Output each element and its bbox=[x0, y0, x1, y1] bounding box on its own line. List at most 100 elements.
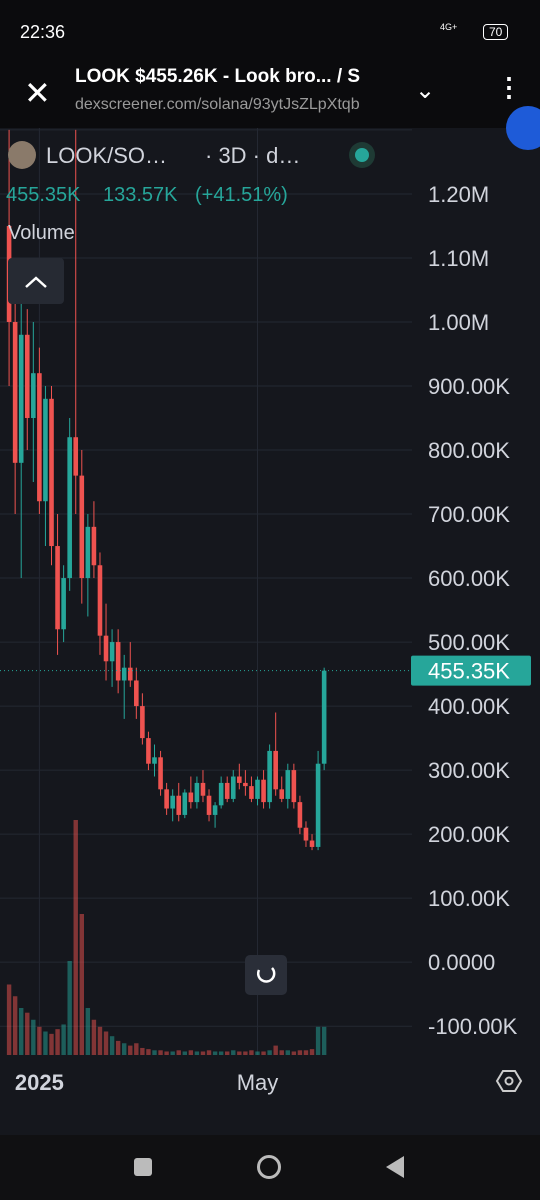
volume-label: Volume bbox=[8, 222, 75, 244]
candle-body bbox=[249, 786, 254, 799]
candle-body bbox=[243, 782, 248, 787]
y-tick-label: 1.00M bbox=[428, 310, 489, 335]
volume-bar bbox=[158, 1050, 163, 1055]
candle-body bbox=[61, 578, 66, 630]
y-tick-label: 600.00K bbox=[428, 566, 510, 591]
volume-bar bbox=[37, 1026, 42, 1055]
volume-bar bbox=[279, 1050, 284, 1055]
last-price-label: 455.35K bbox=[428, 659, 510, 684]
volume-bar bbox=[249, 1050, 254, 1055]
menu[interactable]: ⋮ bbox=[496, 72, 522, 102]
chart: 1.20M 1.10M 1.00M 900.00K 800.00K 700.00K 600.… bbox=[0, 106, 540, 1095]
candle-body bbox=[176, 795, 182, 815]
volume-bar bbox=[85, 1008, 91, 1055]
y-tick-label: 900.00K bbox=[428, 374, 510, 399]
settings-icon bbox=[504, 1076, 514, 1086]
x-tick-label: May bbox=[237, 1070, 279, 1095]
candle-body bbox=[91, 526, 97, 566]
y-tick-label: 700.00K bbox=[428, 502, 510, 527]
candle-body bbox=[170, 795, 175, 809]
legend-change: 133.57K bbox=[103, 184, 178, 206]
candle-body bbox=[212, 805, 218, 815]
candle-body bbox=[121, 667, 127, 681]
volume-bar bbox=[188, 1050, 194, 1055]
volume-bar bbox=[206, 1050, 212, 1055]
y-tick-label: 800.00K bbox=[428, 438, 510, 463]
candle-body bbox=[85, 526, 91, 579]
volume-bar bbox=[115, 1040, 121, 1055]
floating-button[interactable] bbox=[506, 106, 540, 150]
candle-body bbox=[188, 792, 194, 803]
candle-body bbox=[315, 763, 321, 847]
y-tick-label: 200.00K bbox=[428, 822, 510, 847]
y-tick-label: 300.00K bbox=[428, 758, 510, 783]
candle-body bbox=[146, 738, 151, 764]
interval: · 3D · d… bbox=[205, 143, 300, 168]
settings-button[interactable] bbox=[495, 1070, 523, 1092]
volume-bar bbox=[170, 1051, 175, 1055]
candle-body bbox=[285, 770, 291, 799]
status-dot bbox=[355, 148, 369, 162]
reset-button[interactable] bbox=[245, 955, 287, 995]
volume-bar bbox=[122, 1043, 127, 1055]
candle-body bbox=[291, 770, 297, 803]
y-tick-label: 1.20M bbox=[428, 182, 489, 207]
volume-bar bbox=[321, 1026, 327, 1055]
url[interactable]: dexscreener.com/solana/93ytJsZLpXtqb bbox=[75, 96, 360, 113]
volume-bar bbox=[255, 1051, 260, 1055]
candle-body bbox=[127, 667, 133, 681]
volume-bar bbox=[91, 1019, 97, 1055]
recent-button[interactable] bbox=[134, 1158, 152, 1176]
y-tick-label: 500.00K bbox=[428, 630, 510, 655]
volume-bar bbox=[212, 1051, 218, 1055]
volume-bar bbox=[243, 1051, 248, 1055]
token-icon bbox=[8, 141, 36, 169]
candle-body bbox=[67, 437, 72, 579]
candle-body bbox=[134, 680, 139, 707]
volume-bar bbox=[109, 1036, 115, 1055]
candle-body bbox=[261, 779, 266, 803]
close-tab[interactable]: ✕ bbox=[24, 75, 51, 111]
candle-body bbox=[37, 373, 42, 502]
volume-bar bbox=[297, 1050, 303, 1055]
volume-bar bbox=[140, 1047, 145, 1055]
volume-bar bbox=[19, 1008, 24, 1055]
symbol: LOOK/SO… bbox=[46, 143, 167, 168]
candle-body bbox=[255, 779, 260, 799]
back-button[interactable] bbox=[386, 1156, 404, 1178]
reset-icon bbox=[257, 967, 276, 983]
candle-body bbox=[224, 782, 230, 799]
candle-body bbox=[140, 706, 145, 739]
candle-body bbox=[152, 757, 157, 764]
candle-body bbox=[237, 776, 242, 783]
last-price-tag bbox=[411, 655, 531, 686]
candle-body bbox=[103, 635, 109, 662]
candle-body bbox=[12, 321, 18, 463]
candle-body bbox=[43, 398, 48, 502]
volume-bar bbox=[97, 1026, 103, 1055]
volume-bar bbox=[73, 820, 78, 1055]
volume-bar bbox=[291, 1051, 297, 1055]
volume-bar bbox=[200, 1051, 206, 1055]
legend-change-pct: (+41.51%) bbox=[195, 184, 288, 206]
expand[interactable]: ⌄ bbox=[415, 77, 436, 104]
volume-bar bbox=[285, 1050, 290, 1055]
candle-body bbox=[297, 802, 303, 828]
candle-body bbox=[206, 795, 212, 815]
volume-bar bbox=[55, 1029, 60, 1055]
volume-bar bbox=[49, 1033, 54, 1055]
collapse-button[interactable] bbox=[8, 258, 64, 304]
home-button[interactable] bbox=[257, 1155, 281, 1179]
volume-bar bbox=[43, 1031, 48, 1055]
volume-bar bbox=[79, 914, 84, 1055]
candle-body bbox=[194, 782, 200, 803]
legend-close: 455.35K bbox=[6, 184, 81, 206]
y-tick-label: 0.0000 bbox=[428, 950, 495, 975]
clock: 22:36 bbox=[20, 22, 66, 42]
y-tick-label: 1.10M bbox=[428, 246, 489, 271]
candle-body bbox=[73, 437, 79, 476]
volume-bar bbox=[176, 1050, 181, 1055]
volume-bar bbox=[303, 1050, 309, 1055]
candle-body bbox=[79, 475, 85, 579]
candle-body bbox=[49, 398, 54, 547]
